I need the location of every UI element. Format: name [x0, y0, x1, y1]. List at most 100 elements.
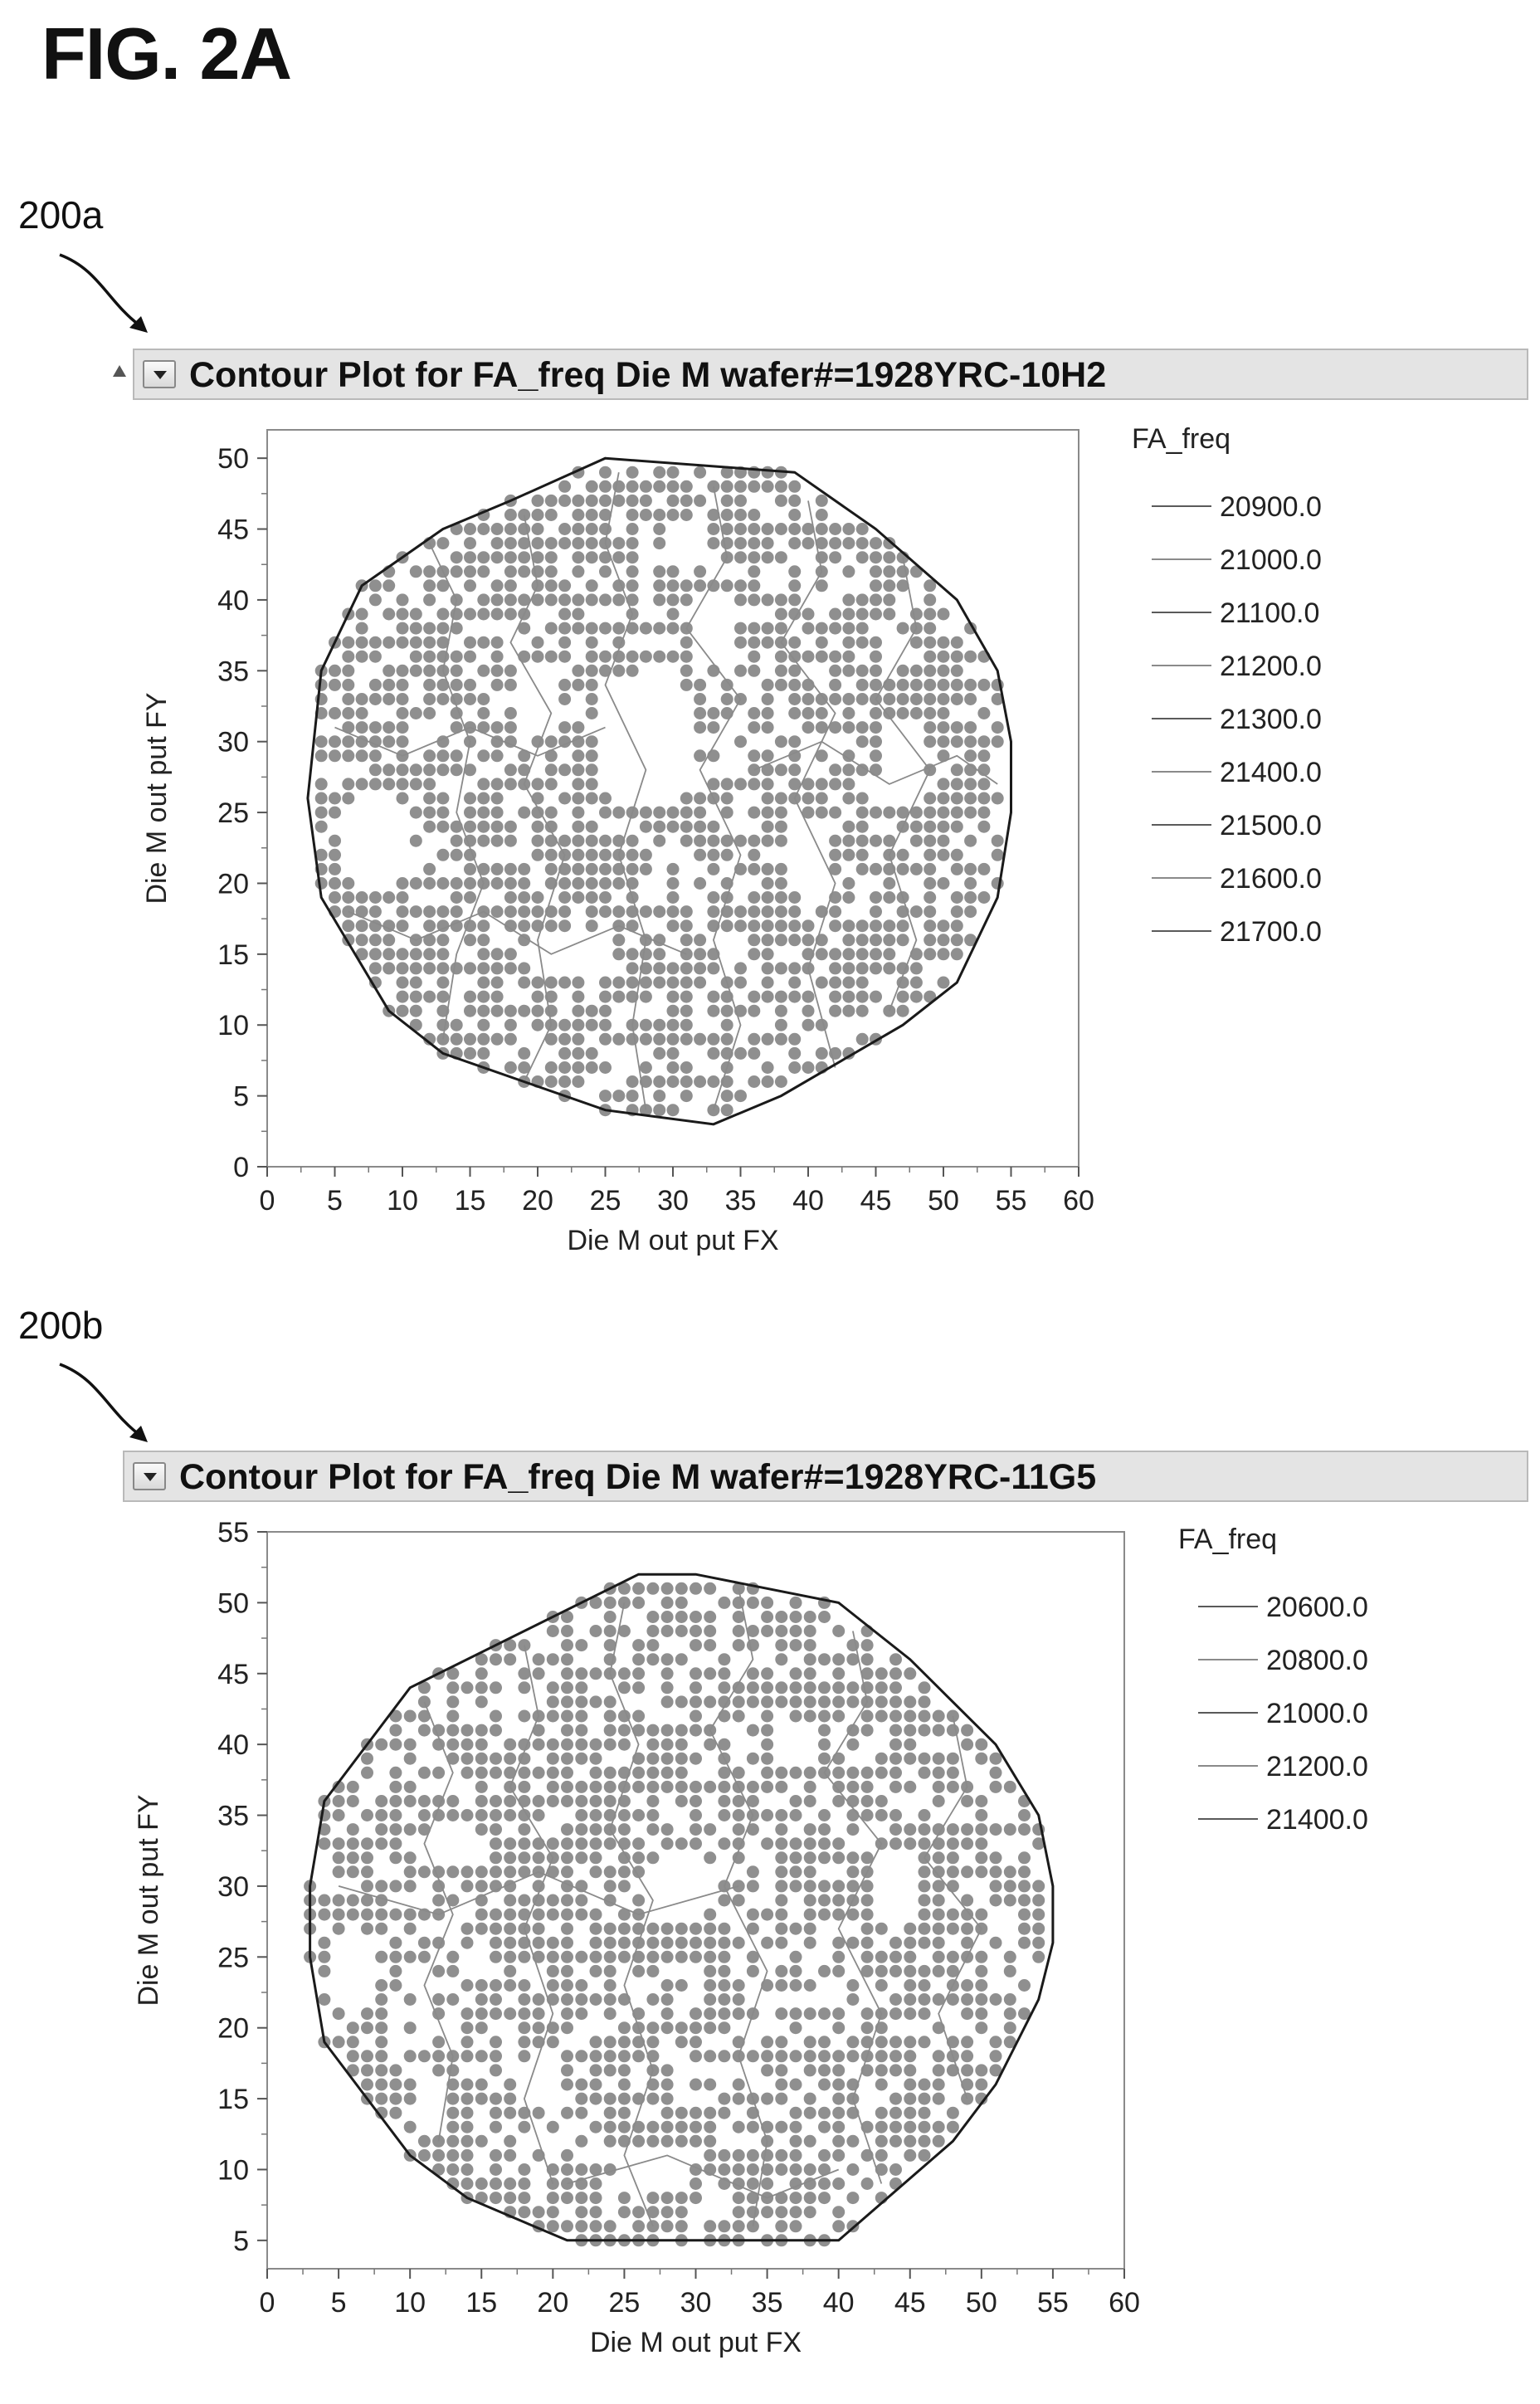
data-point — [490, 962, 504, 975]
data-point — [504, 919, 517, 933]
data-point — [1003, 1823, 1016, 1836]
data-point — [932, 1780, 945, 1793]
data-point — [504, 607, 517, 621]
data-point — [748, 551, 761, 564]
data-point — [409, 707, 422, 719]
data-point — [761, 792, 774, 805]
data-point — [558, 1075, 572, 1088]
data-point — [572, 523, 585, 535]
data-point — [775, 1780, 788, 1793]
data-point — [361, 2078, 373, 2091]
data-point — [504, 763, 517, 777]
data-point — [544, 862, 558, 875]
data-point — [977, 891, 991, 904]
contour-line — [753, 740, 998, 785]
data-point — [815, 537, 828, 550]
data-point — [368, 579, 382, 592]
data-point — [788, 593, 802, 607]
data-point — [855, 664, 869, 677]
data-point — [732, 1766, 745, 1779]
data-point — [846, 1865, 860, 1879]
data-point — [477, 1018, 490, 1031]
data-point — [680, 919, 693, 933]
data-point — [694, 466, 707, 479]
data-point — [734, 976, 747, 989]
dropdown-arrow-icon[interactable] — [133, 1462, 166, 1490]
data-point — [531, 905, 544, 919]
data-point — [660, 2220, 674, 2233]
data-point — [842, 607, 855, 621]
data-point — [518, 2163, 531, 2176]
data-point — [504, 948, 517, 961]
data-point — [734, 551, 747, 564]
data-point — [788, 565, 802, 578]
data-point — [450, 962, 463, 975]
data-point — [375, 2064, 388, 2077]
data-point — [961, 1908, 974, 1921]
data-point — [617, 1823, 631, 1836]
data-point — [818, 1695, 831, 1709]
data-point — [375, 1823, 388, 1836]
data-point — [603, 2007, 616, 2021]
data-point — [815, 650, 828, 663]
data-point — [937, 792, 950, 805]
data-point — [788, 778, 802, 791]
data-point — [544, 1004, 558, 1017]
data-point — [531, 848, 544, 861]
data-point — [450, 622, 463, 635]
data-point — [875, 1766, 888, 1779]
data-point — [707, 962, 720, 975]
data-point — [991, 721, 1004, 734]
data-point — [718, 1695, 731, 1709]
data-point — [585, 523, 598, 535]
data-point — [875, 2064, 888, 2077]
data-point — [383, 636, 396, 649]
data-point — [332, 1908, 345, 1921]
data-point — [585, 792, 598, 805]
data-point — [761, 1681, 774, 1695]
data-point — [532, 1936, 545, 1949]
panel-header-a: Contour Plot for FA_freq Die M wafer#=19… — [113, 349, 1528, 400]
data-point — [860, 1950, 874, 1963]
data-point — [532, 1667, 545, 1680]
data-point — [436, 905, 450, 919]
data-point — [883, 565, 896, 578]
data-point — [746, 1964, 759, 1977]
data-point — [909, 820, 923, 833]
data-point — [504, 891, 517, 904]
data-point — [870, 537, 882, 550]
disclosure-triangle-icon[interactable] — [113, 365, 126, 377]
data-point — [870, 707, 882, 719]
data-point — [909, 693, 923, 705]
data-point — [924, 948, 937, 961]
data-point — [803, 1837, 816, 1851]
data-point — [432, 1766, 446, 1779]
data-point — [761, 919, 774, 933]
data-point — [477, 693, 490, 705]
x-tick-label: 25 — [590, 1185, 621, 1217]
data-point — [575, 1724, 588, 1737]
contour-line — [428, 543, 485, 1040]
data-point — [653, 1018, 666, 1031]
data-point — [666, 891, 680, 904]
data-point — [950, 792, 963, 805]
data-point — [504, 862, 517, 875]
data-point — [632, 2134, 646, 2148]
data-point — [603, 1709, 616, 1723]
data-point — [860, 1809, 874, 1821]
data-point — [964, 806, 977, 819]
data-point — [855, 622, 869, 635]
data-point — [802, 792, 815, 805]
data-point — [690, 1724, 702, 1737]
dropdown-arrow-icon[interactable] — [143, 360, 176, 388]
data-point — [774, 962, 787, 975]
data-point — [904, 1709, 917, 1723]
data-point — [732, 2148, 745, 2162]
data-point — [599, 1061, 612, 1074]
data-point — [558, 650, 572, 663]
data-point — [461, 2078, 474, 2091]
x-tick-label: 30 — [680, 2287, 712, 2319]
data-point — [775, 1964, 788, 1977]
data-point — [937, 650, 950, 663]
data-point — [490, 2177, 502, 2190]
